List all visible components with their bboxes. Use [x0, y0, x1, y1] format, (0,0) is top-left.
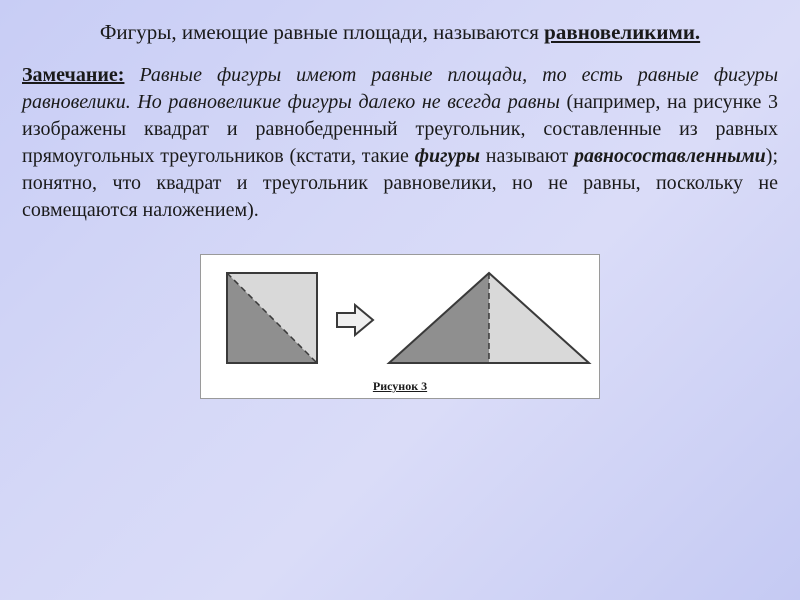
title-prefix: Фигуры, имеющие равные площади, называют…: [100, 20, 544, 44]
figure-caption: Рисунок 3: [209, 379, 591, 394]
figure-svg: [209, 265, 593, 375]
note-paragraph: Замечание: Равные фигуры имеют равные пл…: [22, 62, 778, 224]
note-span-4: называют: [480, 145, 574, 167]
note-span-5: равносоставленными: [574, 145, 766, 167]
figure-panel: Рисунок 3: [200, 254, 600, 399]
title-term: равновеликими.: [544, 20, 700, 44]
note-heading: Замечание:: [22, 64, 124, 86]
note-span-3: фигуры: [415, 145, 480, 167]
title-line: Фигуры, имеющие равные площади, называют…: [22, 18, 778, 46]
figure-row: [209, 265, 591, 375]
